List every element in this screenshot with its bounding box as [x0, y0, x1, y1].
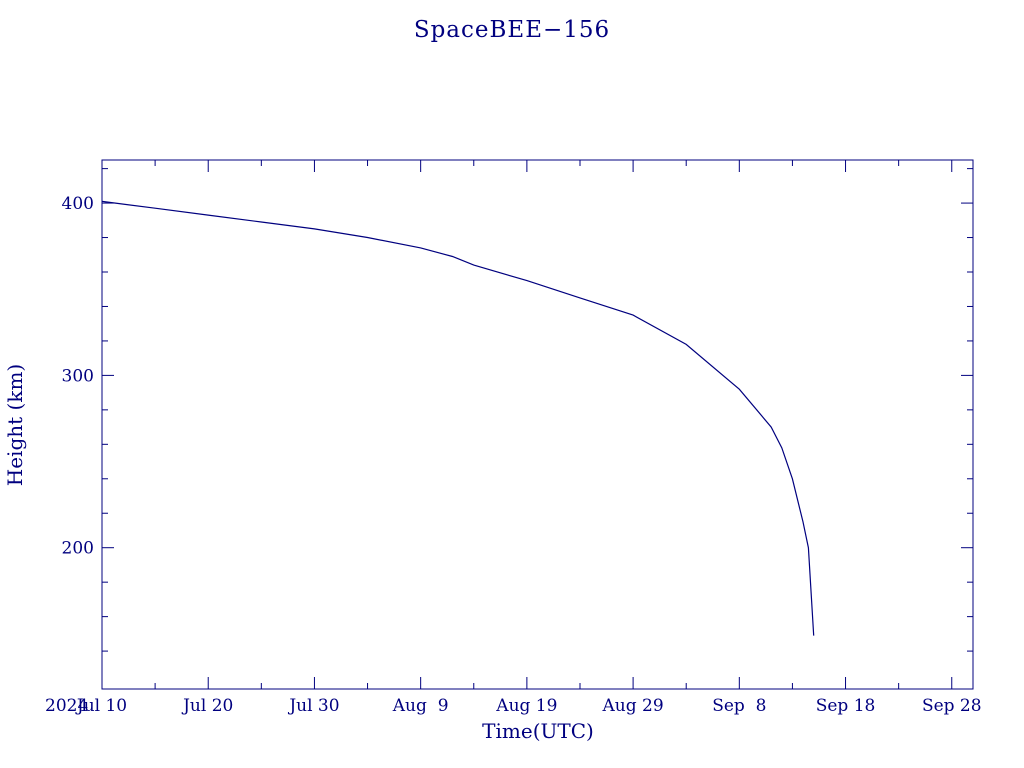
line-layer [101, 200, 815, 636]
x-tick-label: Sep 28 [922, 696, 982, 716]
x-tick-label: Aug 29 [602, 696, 664, 716]
plot-frame [101, 159, 974, 690]
height-series-line [101, 200, 815, 636]
x-tick-label: Jul 20 [181, 696, 233, 716]
x-tick-label: Jul 10 [75, 696, 127, 716]
x-tick-label: Sep 8 [712, 696, 766, 716]
ticks-layer: Jul 10 Jul 20 Jul 30 Aug 9 Aug 19 Aug 29 Sep 8… [62, 160, 982, 716]
x-tick-label: Aug 19 [495, 696, 557, 716]
x-tick-label: Aug 9 [392, 696, 449, 716]
year-label: 2024 [45, 696, 88, 716]
chart-title: SpaceBEE−156 [414, 17, 610, 43]
x-axis-label: Time(UTC) [482, 719, 594, 743]
y-axis-label: Height (km) [3, 364, 27, 486]
y-tick-label: 300 [62, 366, 94, 386]
x-tick-label: Sep 18 [816, 696, 876, 716]
y-tick-label: 400 [62, 194, 94, 214]
x-tick-label: Jul 30 [287, 696, 339, 716]
y-tick-label: 200 [62, 539, 94, 559]
